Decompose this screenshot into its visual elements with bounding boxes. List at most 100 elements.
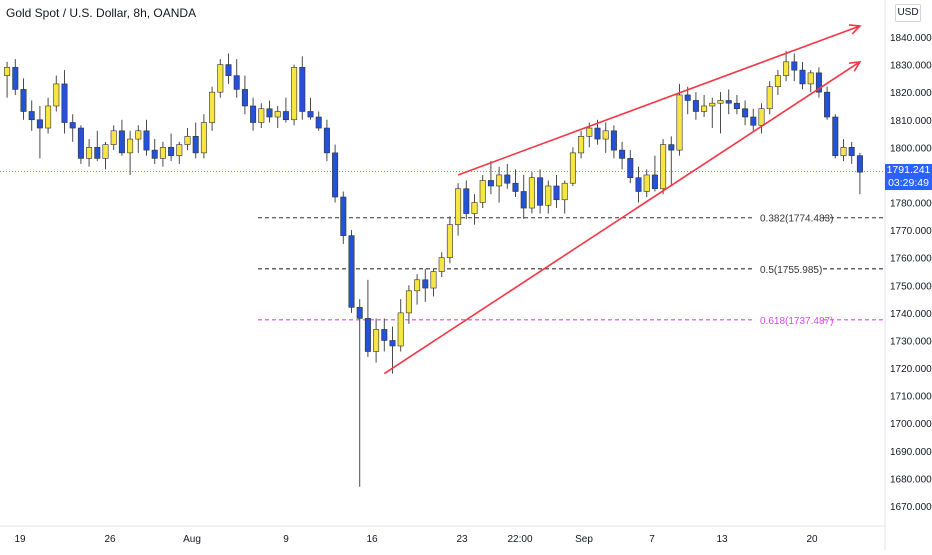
candle [709, 97, 716, 129]
candle [110, 125, 117, 151]
candle [291, 64, 298, 126]
candle [815, 67, 822, 98]
candle-body-down [315, 116, 322, 129]
candle-body-down [594, 127, 601, 140]
candle-body-down [348, 235, 355, 308]
candle-countdown: 03:29:49 [888, 177, 929, 189]
candle-body-up [643, 174, 650, 192]
candle [553, 174, 560, 209]
candle-body-up [586, 127, 593, 137]
y-tick-label: 1750.000 [890, 281, 932, 292]
candle [241, 75, 248, 115]
candle-body-up [496, 174, 503, 187]
candle [20, 78, 27, 120]
x-tick-label: Aug [183, 534, 201, 545]
candle [479, 174, 486, 209]
x-tick-label: 19 [14, 534, 26, 545]
candle [619, 141, 626, 170]
candle [668, 136, 675, 186]
candle [824, 86, 831, 120]
x-tick-label: 7 [649, 534, 655, 545]
candle-body-up [561, 182, 568, 201]
candle-body-up [717, 100, 724, 104]
candle [438, 252, 445, 278]
trendline-lower [383, 61, 861, 375]
candle-body-down [553, 185, 560, 201]
candle-body-down [733, 102, 740, 110]
candle-body-up [709, 102, 716, 107]
y-tick-label: 1830.000 [890, 61, 932, 72]
candle-body-up [446, 224, 453, 259]
candle [159, 141, 166, 167]
x-tick-label: 23 [456, 534, 468, 545]
x-tick-label: 13 [716, 534, 728, 545]
candle-body-down [463, 188, 470, 214]
currency-selector[interactable]: USD [895, 4, 921, 22]
candle [53, 75, 60, 112]
candle-body-up [184, 136, 191, 145]
axes [0, 0, 886, 550]
candle [783, 50, 790, 82]
candle [856, 152, 863, 195]
candle-body-up [86, 147, 93, 159]
y-tick-label: 1760.000 [890, 254, 932, 265]
candle [643, 169, 650, 198]
candle-body-down [848, 147, 855, 156]
candle [176, 141, 183, 164]
y-tick-label: 1710.000 [890, 392, 932, 403]
candle-body-up [209, 91, 216, 123]
x-tick-label: 9 [283, 534, 289, 545]
candle [61, 70, 68, 134]
candle [832, 114, 839, 159]
candle-body-up [430, 271, 437, 289]
candle [717, 92, 724, 134]
last-price-value: 1791.241 [886, 164, 931, 176]
candle-body-down [36, 119, 43, 129]
candle [414, 274, 421, 305]
candle [258, 103, 265, 129]
candle [578, 130, 585, 159]
candle [807, 70, 814, 93]
candle [430, 268, 437, 297]
candle [463, 180, 470, 220]
candle [332, 144, 339, 203]
candle-body-up [176, 144, 183, 156]
candle [94, 130, 101, 162]
candle-body-down [340, 196, 347, 236]
candle [225, 53, 232, 84]
candle-body-down [20, 89, 27, 112]
candle [86, 139, 93, 167]
candle-body-down [799, 69, 806, 85]
candle-body-up [840, 147, 847, 156]
x-tick-label: 22:00 [507, 534, 532, 545]
candles [4, 50, 863, 487]
x-tick-label: 20 [806, 534, 818, 545]
candle [282, 97, 289, 123]
candle-body-down [192, 136, 199, 154]
candle [373, 318, 380, 363]
candle-body-down [77, 127, 84, 159]
candle-body-down [791, 61, 798, 71]
candle-body-up [414, 279, 421, 292]
candle-body-down [725, 100, 732, 104]
candle [545, 180, 552, 214]
candle-body-down [635, 177, 642, 192]
candle [364, 279, 371, 358]
candle [504, 163, 511, 189]
y-tick-label: 1800.000 [890, 143, 932, 154]
candle [496, 166, 503, 203]
candle [446, 216, 453, 264]
y-tick-label: 1820.000 [890, 88, 932, 99]
candle-body-down [422, 279, 429, 289]
candle [348, 230, 355, 313]
candle [143, 119, 150, 156]
candle-body-up [258, 108, 265, 123]
candle [512, 169, 519, 198]
candle-body-down [307, 111, 314, 118]
candle [766, 81, 773, 115]
candle-body-down [389, 340, 396, 347]
candle [725, 89, 732, 115]
candle [528, 172, 535, 214]
